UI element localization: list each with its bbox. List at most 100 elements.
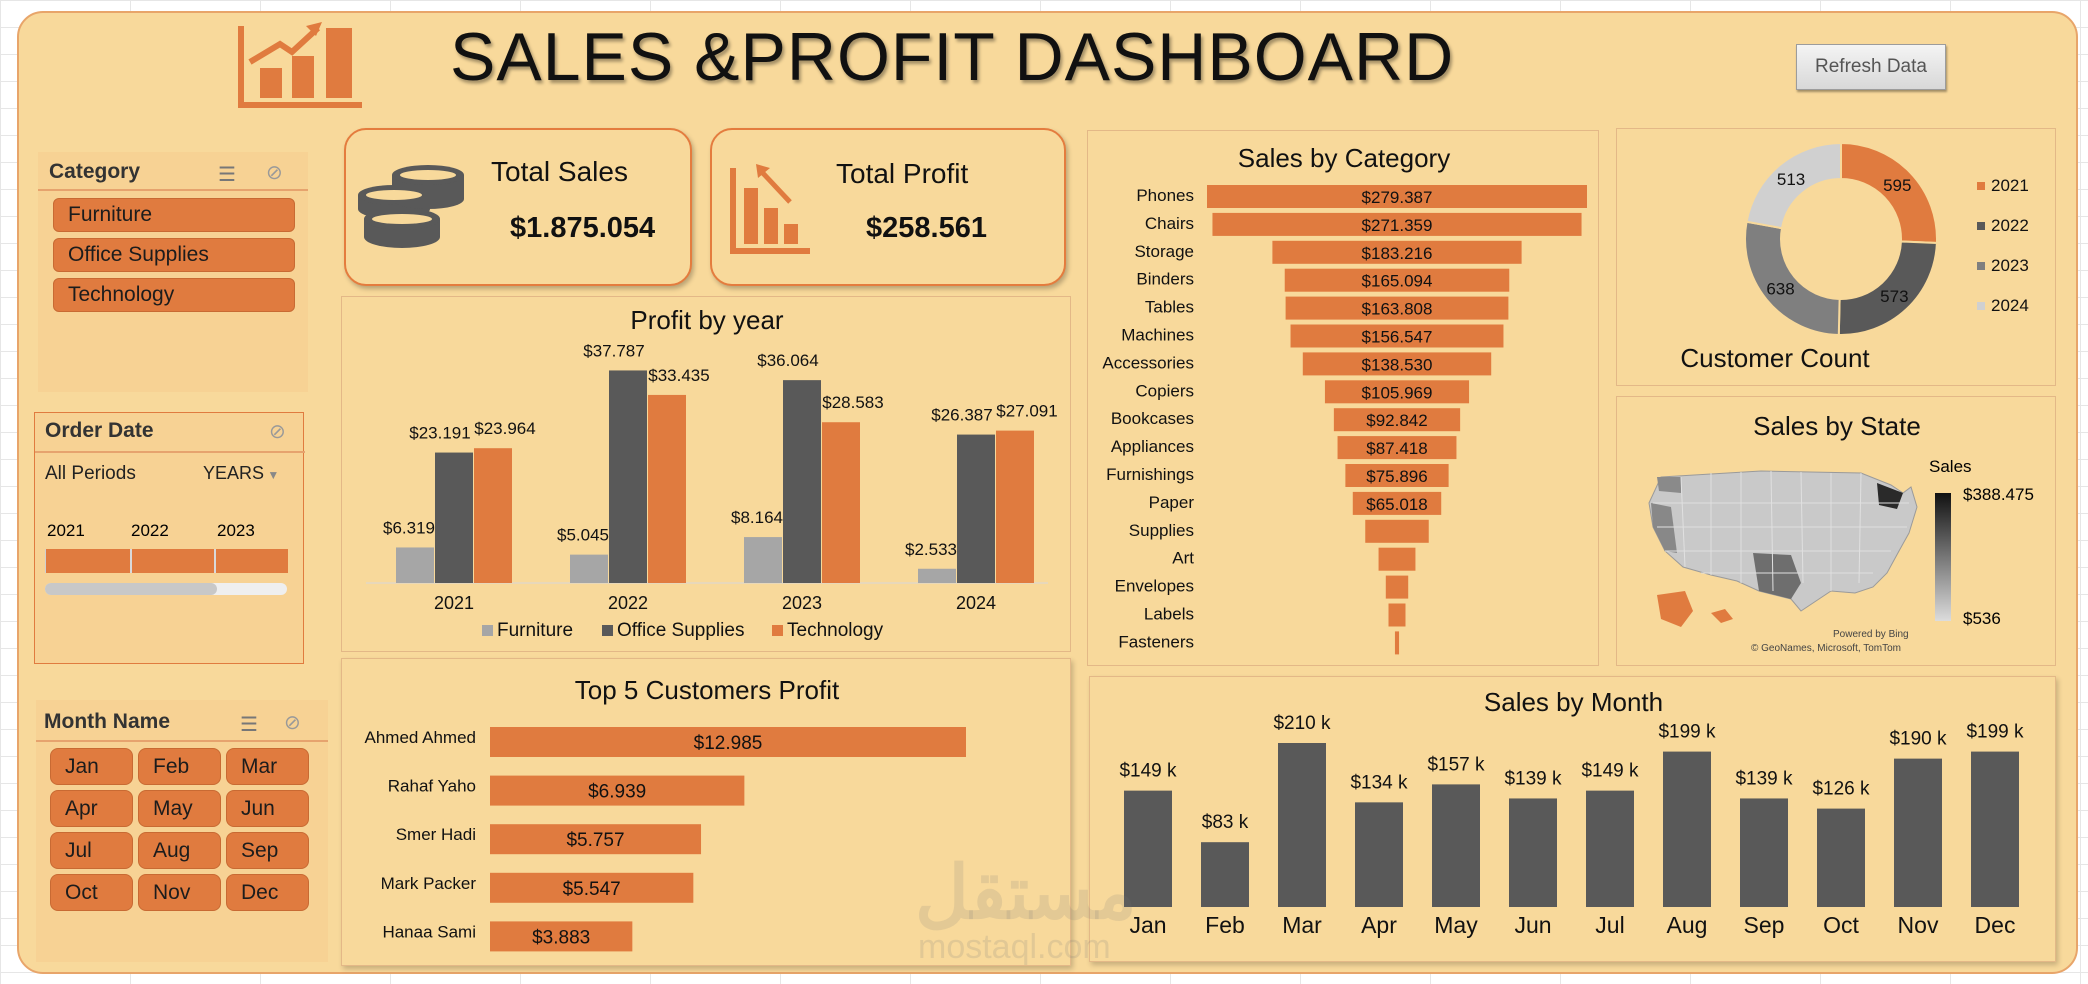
map-legend-min: $536 [1963,609,2001,628]
month-button-aug[interactable]: Aug [138,832,221,869]
category-bar [1333,408,1461,432]
category-bar [1388,603,1406,627]
month-button-apr[interactable]: Apr [50,790,133,827]
multi-select-icon[interactable]: ☰ [218,164,236,186]
month-button-jun[interactable]: Jun [226,790,309,827]
category-data-label: $138.530 [1362,355,1433,374]
month-button-mar[interactable]: Mar [226,748,309,785]
timeline-scrollbar[interactable] [45,583,287,595]
category-data-label: $163.808 [1362,300,1433,319]
category-tick-label: Furnishings [1106,465,1194,484]
category-tick-label: Envelopes [1115,577,1194,596]
sales-by-state-panel: Sales by State Sales $388.475 $536 Power… [1616,396,2056,666]
customer-tick-label: Hanaa Sami [382,922,476,941]
profit-data-label: $33.435 [648,366,709,385]
month-button-oct[interactable]: Oct [50,874,133,911]
legend-swatch [1977,182,1985,190]
legend-swatch [602,625,613,636]
legend-swatch [482,625,493,636]
profit-data-label: $26.387 [931,406,992,425]
month-data-label: $126 k [1812,779,1870,800]
month-button-dec[interactable]: Dec [226,874,309,911]
coins-icon [358,165,464,248]
category-bar [1302,352,1492,376]
year-tick-label: 2024 [956,593,996,613]
refresh-data-button[interactable]: Refresh Data [1796,44,1946,90]
month-button-nov[interactable]: Nov [138,874,221,911]
clear-filter-icon[interactable]: ⊘ [266,162,283,184]
chart-logo-icon [238,22,362,108]
category-tick-label: Paper [1149,493,1195,512]
month-button-may[interactable]: May [138,790,221,827]
customer-data-label: $6.939 [588,782,646,803]
texas-region [1753,553,1801,599]
category-item-office-supplies[interactable]: Office Supplies [53,238,295,272]
clear-filter-icon[interactable]: ⊘ [284,712,301,734]
category-data-label: $75.896 [1366,467,1427,486]
category-bar [1352,491,1442,515]
category-bar [1284,268,1510,292]
month-data-label: $199 k [1966,722,2024,743]
time-level-dropdown[interactable]: YEARS ▼ [203,463,280,483]
clear-filter-icon[interactable]: ⊘ [269,421,286,443]
donut-data-label: 513 [1777,170,1805,189]
legend-label: Furniture [497,620,573,641]
category-data-label: $92.842 [1366,411,1427,430]
timeline-scroll-thumb[interactable] [45,583,217,595]
category-data-label: $279.387 [1362,188,1433,207]
customer-tick-label: Rahaf Yaho [388,777,476,796]
month-slicer-title: Month Name [44,710,170,733]
profit-by-year-chart: $6.319 $23.191 $23.964 2021 $5.045 $37.787$33… [366,341,1058,641]
category-bar [1365,519,1429,543]
month-data-label: $83 k [1202,812,1249,833]
category-tick-label: Art [1172,549,1194,568]
map-credit-sources: © GeoNames, Microsoft, TomTom [1751,643,1901,654]
sales-by-category-chart: Phones $279.387 Chairs $271.359 Storage $183.… [1102,185,1587,655]
category-slicer: Category ☰ ⊘ Furniture Office Supplies T… [38,152,308,392]
category-tick-label: Binders [1136,270,1194,289]
month-tick-label: Apr [1361,912,1397,938]
donut-data-label: 595 [1883,176,1911,195]
customer-bar [490,872,694,903]
profit-bar [918,568,956,583]
month-tick-label: Dec [1975,912,2016,938]
category-data-label: $156.547 [1362,328,1433,347]
profit-data-label: $8.164 [731,508,783,527]
profit-bar [435,452,473,583]
profit-bar [570,554,608,583]
month-data-label: $149 k [1119,761,1177,782]
california-region [1651,503,1677,553]
category-bar [1378,547,1416,571]
multi-select-icon[interactable]: ☰ [240,714,258,736]
month-button-jan[interactable]: Jan [50,748,133,785]
month-bar [1663,751,1711,907]
profit-data-label: $23.191 [409,424,470,443]
category-bar [1272,240,1522,264]
customer-tick-label: Ahmed Ahmed [364,728,476,747]
month-button-jul[interactable]: Jul [50,832,133,869]
profit-bar [783,380,821,583]
category-tick-label: Copiers [1135,381,1194,400]
month-tick-label: Aug [1667,912,1708,938]
timeline-bar[interactable] [45,549,288,573]
legend-label: Office Supplies [617,620,744,641]
category-bar [1290,324,1504,348]
month-tick-label: May [1434,912,1478,938]
category-bar [1207,185,1587,208]
month-button-feb[interactable]: Feb [138,748,221,785]
profit-bar [648,394,686,583]
customer-count-panel: 595 573 638 513 2021 2022 2023 2024 Customer Co… [1616,128,2056,386]
total-sales-label: Total Sales [491,156,628,187]
profit-bar [822,422,860,583]
period-label: All Periods [45,463,136,484]
timeline-year-2021: 2021 [47,521,85,540]
month-button-sep[interactable]: Sep [226,832,309,869]
profit-bar [744,537,782,583]
month-tick-label: Sep [1744,912,1785,938]
category-item-furniture[interactable]: Furniture [53,198,295,232]
total-profit-value: $258.561 [866,212,987,244]
profit-bar [957,434,995,583]
time-level-value: YEARS [203,463,265,483]
category-item-technology[interactable]: Technology [53,278,295,312]
category-bar [1345,464,1449,487]
